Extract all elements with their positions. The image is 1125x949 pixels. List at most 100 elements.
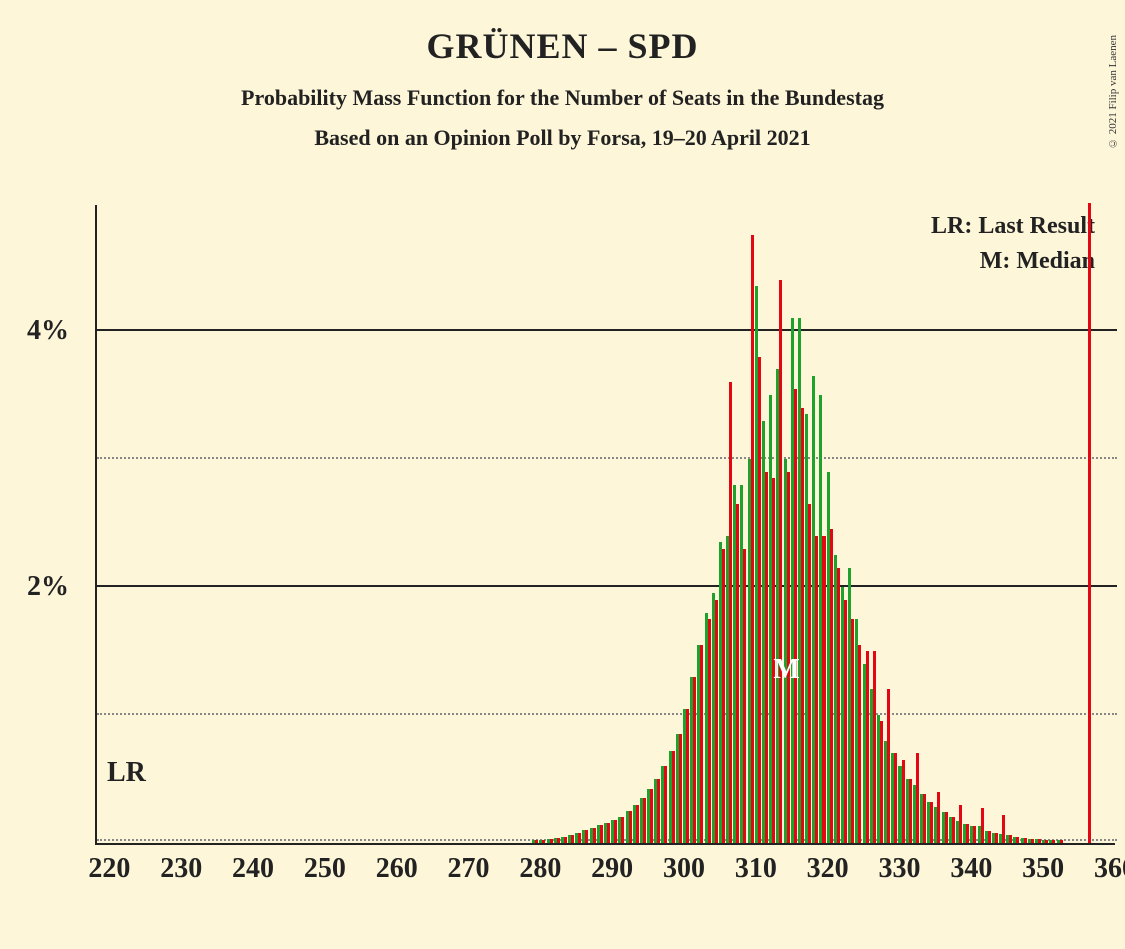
bar-red xyxy=(765,472,768,843)
bar-red xyxy=(585,830,588,843)
bar-red xyxy=(607,823,610,843)
y-axis-label: 2% xyxy=(27,571,69,603)
x-axis-label: 340 xyxy=(950,853,992,885)
bar-red xyxy=(614,820,617,843)
x-axis-label: 270 xyxy=(448,853,490,885)
bar-red xyxy=(873,651,876,843)
bar-red xyxy=(916,753,919,843)
bar-red xyxy=(995,833,998,843)
lr-marker-label: LR xyxy=(107,757,146,789)
lr-vertical-line xyxy=(1088,203,1091,843)
bar-red xyxy=(937,792,940,843)
bar-red xyxy=(973,826,976,843)
bar-red xyxy=(722,549,725,843)
bar-red xyxy=(779,280,782,843)
bar-red xyxy=(1060,840,1063,843)
bar-red xyxy=(858,645,861,843)
bar-red xyxy=(866,651,869,843)
bar-red xyxy=(815,536,818,843)
bar-red xyxy=(550,839,553,843)
x-axis-label: 290 xyxy=(591,853,633,885)
bar-red xyxy=(966,824,969,843)
chart-subtitle: Probability Mass Function for the Number… xyxy=(0,85,1125,111)
x-axis-label: 260 xyxy=(376,853,418,885)
bar-red xyxy=(557,838,560,843)
x-axis-label: 230 xyxy=(160,853,202,885)
bar-red xyxy=(686,709,689,843)
x-axis-label: 350 xyxy=(1022,853,1064,885)
bar-red xyxy=(1016,837,1019,843)
bar-red xyxy=(1052,840,1055,843)
bar-red xyxy=(729,382,732,843)
legend: LR: Last Result M: Median xyxy=(931,213,1095,283)
bar-red xyxy=(808,504,811,843)
bar-red xyxy=(621,817,624,843)
gridline-major xyxy=(97,329,1117,331)
bar-red xyxy=(693,677,696,843)
bar-red xyxy=(851,619,854,843)
bar-red xyxy=(1024,838,1027,843)
legend-m: M: Median xyxy=(931,248,1095,275)
bar-red xyxy=(880,721,883,843)
bar-red xyxy=(593,828,596,843)
bar-red xyxy=(629,811,632,843)
gridline-minor xyxy=(97,457,1117,459)
gridline-minor xyxy=(97,713,1117,715)
bar-red xyxy=(1045,840,1048,843)
bar-red xyxy=(1031,839,1034,843)
x-axis-label: 360 xyxy=(1094,853,1125,885)
copyright-text: © 2021 Filip van Laenen xyxy=(1107,35,1119,149)
legend-lr: LR: Last Result xyxy=(931,213,1095,240)
bar-red xyxy=(930,802,933,843)
bar-red xyxy=(700,645,703,843)
bar-red xyxy=(715,600,718,843)
bar-red xyxy=(801,408,804,843)
x-axis-label: 220 xyxy=(88,853,130,885)
bar-red xyxy=(636,805,639,843)
x-axis-label: 310 xyxy=(735,853,777,885)
bar-red xyxy=(743,549,746,843)
x-axis-labels: 2202302402502602702802903003103203303403… xyxy=(95,853,1115,893)
bar-red xyxy=(902,760,905,843)
plot-region: LR: Last Result M: Median 2%4%LRM xyxy=(95,205,1115,845)
x-axis-label: 300 xyxy=(663,853,705,885)
x-axis-label: 240 xyxy=(232,853,274,885)
bar-red xyxy=(643,798,646,843)
bar-red xyxy=(952,817,955,843)
bar-red xyxy=(945,812,948,843)
bar-red xyxy=(657,779,660,843)
bar-red xyxy=(887,689,890,843)
bar-red xyxy=(679,734,682,843)
bar-red xyxy=(542,840,545,843)
bar-red xyxy=(571,835,574,843)
bar-red xyxy=(1009,835,1012,843)
bar-red xyxy=(736,504,739,843)
x-axis-label: 330 xyxy=(879,853,921,885)
chart-title: GRÜNEN – SPD xyxy=(0,25,1125,67)
median-marker-label: M xyxy=(773,654,799,686)
bar-red xyxy=(600,825,603,843)
gridline-major xyxy=(97,585,1117,587)
y-axis-label: 4% xyxy=(27,315,69,347)
bar-red xyxy=(794,389,797,843)
bar-red xyxy=(672,751,675,843)
bar-red xyxy=(578,833,581,843)
bar-red xyxy=(844,600,847,843)
bar-red xyxy=(830,529,833,843)
bar-red xyxy=(923,794,926,843)
bar-red xyxy=(909,779,912,843)
bar-red xyxy=(959,805,962,843)
x-axis-label: 250 xyxy=(304,853,346,885)
bar-red xyxy=(708,619,711,843)
bar-red xyxy=(988,831,991,843)
x-axis-label: 280 xyxy=(519,853,561,885)
bar-red xyxy=(650,789,653,843)
bar-red xyxy=(822,536,825,843)
bar-red xyxy=(758,357,761,843)
bar-red xyxy=(664,766,667,843)
chart-subtitle2: Based on an Opinion Poll by Forsa, 19–20… xyxy=(0,125,1125,151)
bar-red xyxy=(564,837,567,843)
x-axis-label: 320 xyxy=(807,853,849,885)
bar-red xyxy=(751,235,754,843)
bar-red xyxy=(981,808,984,843)
